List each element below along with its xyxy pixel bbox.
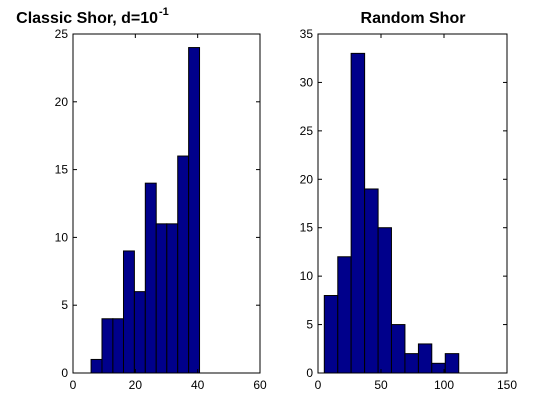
histogram-bar — [364, 188, 379, 374]
y-tick-label: 10 — [55, 230, 69, 244]
y-tick-label: 20 — [300, 172, 314, 186]
histogram-bar — [122, 250, 135, 374]
x-tick-label: 0 — [315, 378, 322, 392]
histogram-classic-shor: Classic Shor, d=10 -1 0 20 40 60 0 5 10 15 20 25 — [16, 6, 267, 392]
chart-title-random-shor: Random Shor — [361, 10, 466, 27]
y-tick-label: 25 — [300, 124, 314, 138]
y-tick-label: 30 — [300, 75, 314, 89]
x-tick-label: 60 — [253, 378, 267, 392]
y-tick-label: 5 — [61, 298, 68, 312]
x-tick-label: 20 — [129, 378, 143, 392]
histogram-bar — [323, 295, 339, 374]
histogram-bar — [188, 47, 201, 374]
histogram-random-shor: Random Shor 0 50 100 150 0 5 10 15 20 25 30 35 — [300, 10, 518, 392]
histogram-bar — [444, 353, 460, 374]
y-tick-label: 0 — [61, 366, 68, 380]
histogram-bar — [404, 353, 419, 374]
histogram-bar — [166, 223, 179, 374]
y-tick-label: 5 — [306, 318, 313, 332]
histogram-bar — [133, 291, 146, 374]
histogram-bar — [101, 318, 114, 374]
y-tick-label: 20 — [55, 95, 69, 109]
histogram-bar — [350, 52, 366, 374]
y-tick-label: 15 — [300, 221, 314, 235]
y-tick-label: 0 — [306, 366, 313, 380]
histogram-bar — [431, 362, 446, 374]
histogram-bar — [155, 223, 168, 374]
x-tick-label: 100 — [434, 378, 454, 392]
histogram-bar — [377, 227, 392, 374]
histogram-bar — [90, 358, 103, 374]
x-tick-label: 150 — [497, 378, 517, 392]
y-tick-label: 35 — [300, 27, 314, 41]
histogram-bar — [417, 343, 433, 374]
y-tick-label: 10 — [300, 269, 314, 283]
y-tick-label: 15 — [55, 163, 69, 177]
histogram-bar — [177, 155, 190, 374]
histogram-bar — [337, 256, 352, 374]
histogram-bar — [144, 182, 157, 374]
histogram-bar — [112, 318, 124, 374]
x-tick-label: 40 — [191, 378, 205, 392]
x-tick-label: 50 — [374, 378, 388, 392]
chart-title-classic-shor: Classic Shor, d=10 — [16, 10, 158, 27]
histogram-bar — [390, 324, 406, 374]
x-tick-label: 0 — [70, 378, 77, 392]
chart-title-superscript: -1 — [159, 6, 169, 18]
y-tick-label: 25 — [55, 27, 69, 41]
